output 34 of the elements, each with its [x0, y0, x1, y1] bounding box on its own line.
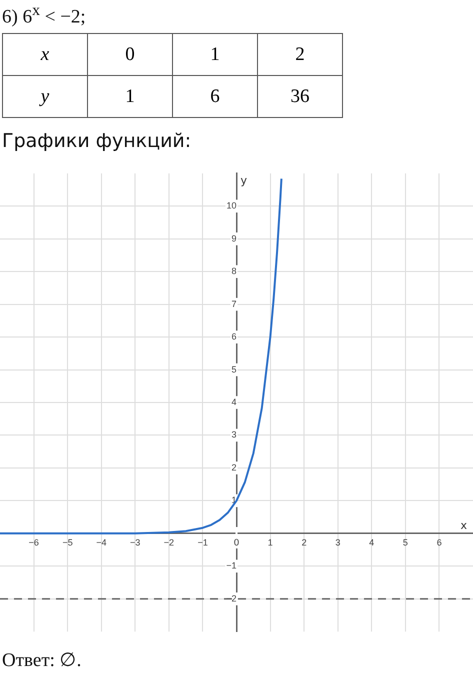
y-tick-label: 6 — [231, 332, 236, 342]
x-axis-title: x — [460, 518, 468, 532]
x-tick-label: −6 — [28, 537, 39, 548]
x-tick-label: −4 — [96, 537, 106, 548]
x-tick-label: 0 — [234, 538, 240, 548]
text: x — [2, 34, 88, 76]
y-tick-label: 5 — [231, 364, 236, 374]
x-tick-label: −1 — [198, 537, 208, 548]
text: Ответ: ∅. — [2, 649, 82, 672]
chart-title: 6) 6$^{x}$ < −2; — [2, 2, 86, 28]
x-tick-label: 5 — [402, 537, 408, 548]
y-tick-label: 10 — [226, 200, 236, 211]
x-tick-label: −5 — [62, 537, 73, 548]
y-tick-label: 4 — [231, 396, 236, 407]
text: 0 — [88, 34, 172, 76]
y-tick-label: 7 — [231, 298, 236, 309]
x-tick-label: 2 — [302, 537, 307, 548]
y-tick-label: −1 — [226, 560, 236, 571]
x-tick-label: −3 — [130, 537, 140, 548]
text: y — [2, 76, 88, 118]
y-tick-label: 9 — [231, 233, 236, 244]
text: 2 — [258, 34, 342, 76]
x-tick-label: 6 — [436, 537, 442, 548]
y-tick-label: 2 — [231, 462, 236, 472]
y-tick-label: 3 — [231, 430, 236, 440]
text: 1 — [88, 76, 172, 118]
x-tick-label: 3 — [335, 537, 340, 548]
y-tick-label: 8 — [231, 266, 236, 276]
y-axis-title: y — [240, 174, 248, 187]
chart-subtitle: Графики функций: — [2, 130, 192, 152]
x-tick-label: 1 — [268, 537, 273, 548]
text: 36 — [258, 76, 342, 118]
x-tick-label: 4 — [369, 537, 374, 548]
x-tick-label: −2 — [164, 537, 174, 548]
